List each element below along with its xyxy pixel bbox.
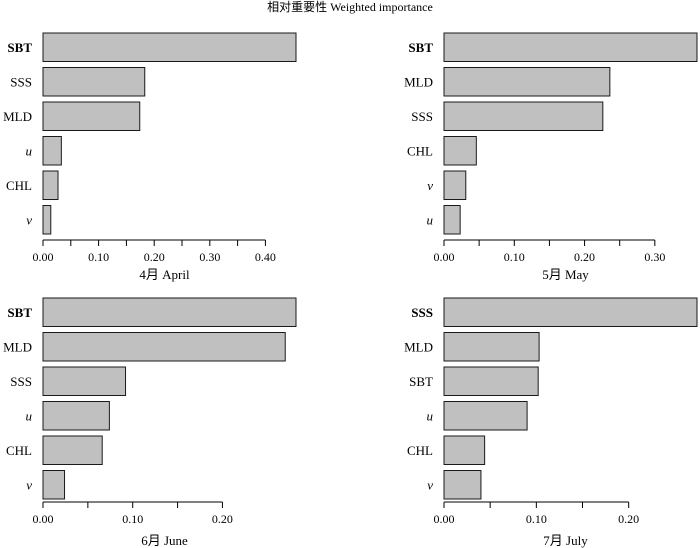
x-tick-label-june-0: 0.00 [33, 512, 54, 526]
bar-may-chl [443, 136, 477, 166]
x-tick-label-april-4: 0.40 [255, 250, 276, 264]
x-axis-label-july: 7月 July [543, 533, 588, 548]
category-label-july-sbt: SBT [409, 374, 433, 389]
category-label-may-v: v [427, 178, 433, 193]
bar-may-mld [443, 67, 611, 97]
x-tick-label-may-0: 0.00 [434, 250, 455, 264]
bar-july-v [443, 470, 482, 500]
category-label-may-sbt: SBT [408, 40, 433, 55]
category-label-april-sss: SSS [10, 74, 32, 89]
x-tick-label-april-0: 0.00 [33, 250, 54, 264]
bar-may-u [443, 205, 461, 235]
x-tick-label-april-1: 0.10 [88, 250, 109, 264]
bar-july-u [443, 401, 528, 431]
x-tick-label-april-2: 0.20 [144, 250, 165, 264]
x-tick-label-june-2: 0.20 [212, 512, 233, 526]
x-tick-label-july-2: 0.20 [618, 512, 639, 526]
bar-june-mld [42, 332, 286, 362]
category-label-april-v: v [26, 212, 32, 227]
category-label-july-sss: SSS [411, 305, 433, 320]
bar-july-chl [443, 435, 486, 465]
figure-title: 相对重要性 Weighted importance [267, 0, 433, 14]
bar-april-sss [42, 67, 146, 97]
category-label-july-v: v [427, 477, 433, 492]
bar-june-v [42, 470, 66, 500]
panel-june: SBT MLD SSS u CHL v 0.00 0.10 0.20 6月 June [3, 297, 297, 548]
category-label-june-sss: SSS [10, 374, 32, 389]
category-label-may-chl: CHL [407, 143, 433, 158]
bar-june-sbt [42, 297, 297, 327]
category-label-june-sbt: SBT [7, 305, 32, 320]
category-label-july-u: u [427, 408, 434, 423]
category-label-june-chl: CHL [6, 443, 32, 458]
x-tick-label-july-0: 0.00 [434, 512, 455, 526]
panel-may: SBT MLD SSS CHL v u 0.00 0.10 0.20 0.30 5月 May [404, 32, 698, 282]
bar-april-u [42, 136, 62, 166]
bar-april-chl [42, 170, 59, 200]
bar-april-mld [42, 101, 141, 131]
x-tick-label-april-3: 0.30 [199, 250, 220, 264]
category-label-may-sss: SSS [411, 109, 433, 124]
bar-may-sbt [443, 32, 698, 62]
bar-july-sbt [443, 366, 539, 396]
x-tick-label-june-1: 0.10 [122, 512, 143, 526]
bar-july-mld [443, 332, 540, 362]
category-label-june-u: u [26, 408, 33, 423]
category-label-april-mld: MLD [3, 109, 32, 124]
bar-april-sbt [42, 32, 297, 62]
category-label-may-u: u [427, 212, 434, 227]
x-axis-label-june: 6月 June [141, 533, 188, 548]
x-tick-label-may-2: 0.20 [574, 250, 595, 264]
bar-june-chl [42, 435, 103, 465]
category-label-july-chl: CHL [407, 443, 433, 458]
category-label-april-u: u [26, 143, 33, 158]
bar-june-sss [42, 366, 127, 396]
category-label-june-v: v [26, 477, 32, 492]
category-label-april-chl: CHL [6, 178, 32, 193]
x-axis-label-may: 5月 May [542, 267, 589, 282]
bar-june-u [42, 401, 110, 431]
bar-april-v [42, 205, 52, 235]
panel-april: SBT SSS MLD u CHL v 0.00 0.10 0.20 0.30 0.40 4月 Apr… [3, 32, 297, 282]
category-label-june-mld: MLD [3, 339, 32, 354]
category-label-april-sbt: SBT [7, 40, 32, 55]
panels: SBT SSS MLD u CHL v 0.00 0.10 0.20 0.30 0.40 4月 Apr… [3, 32, 698, 548]
bar-may-sss [443, 101, 604, 131]
x-axis-label-april: 4月 April [139, 267, 190, 282]
bar-may-v [443, 170, 467, 200]
category-label-july-mld: MLD [404, 339, 433, 354]
x-tick-label-july-1: 0.10 [526, 512, 547, 526]
bar-july-sss [443, 297, 698, 327]
category-label-may-mld: MLD [404, 74, 433, 89]
x-tick-label-may-1: 0.10 [504, 250, 525, 264]
panel-july: SSS MLD SBT u CHL v 0.00 0.10 0.20 7月 July [404, 297, 698, 548]
x-tick-label-may-3: 0.30 [644, 250, 665, 264]
